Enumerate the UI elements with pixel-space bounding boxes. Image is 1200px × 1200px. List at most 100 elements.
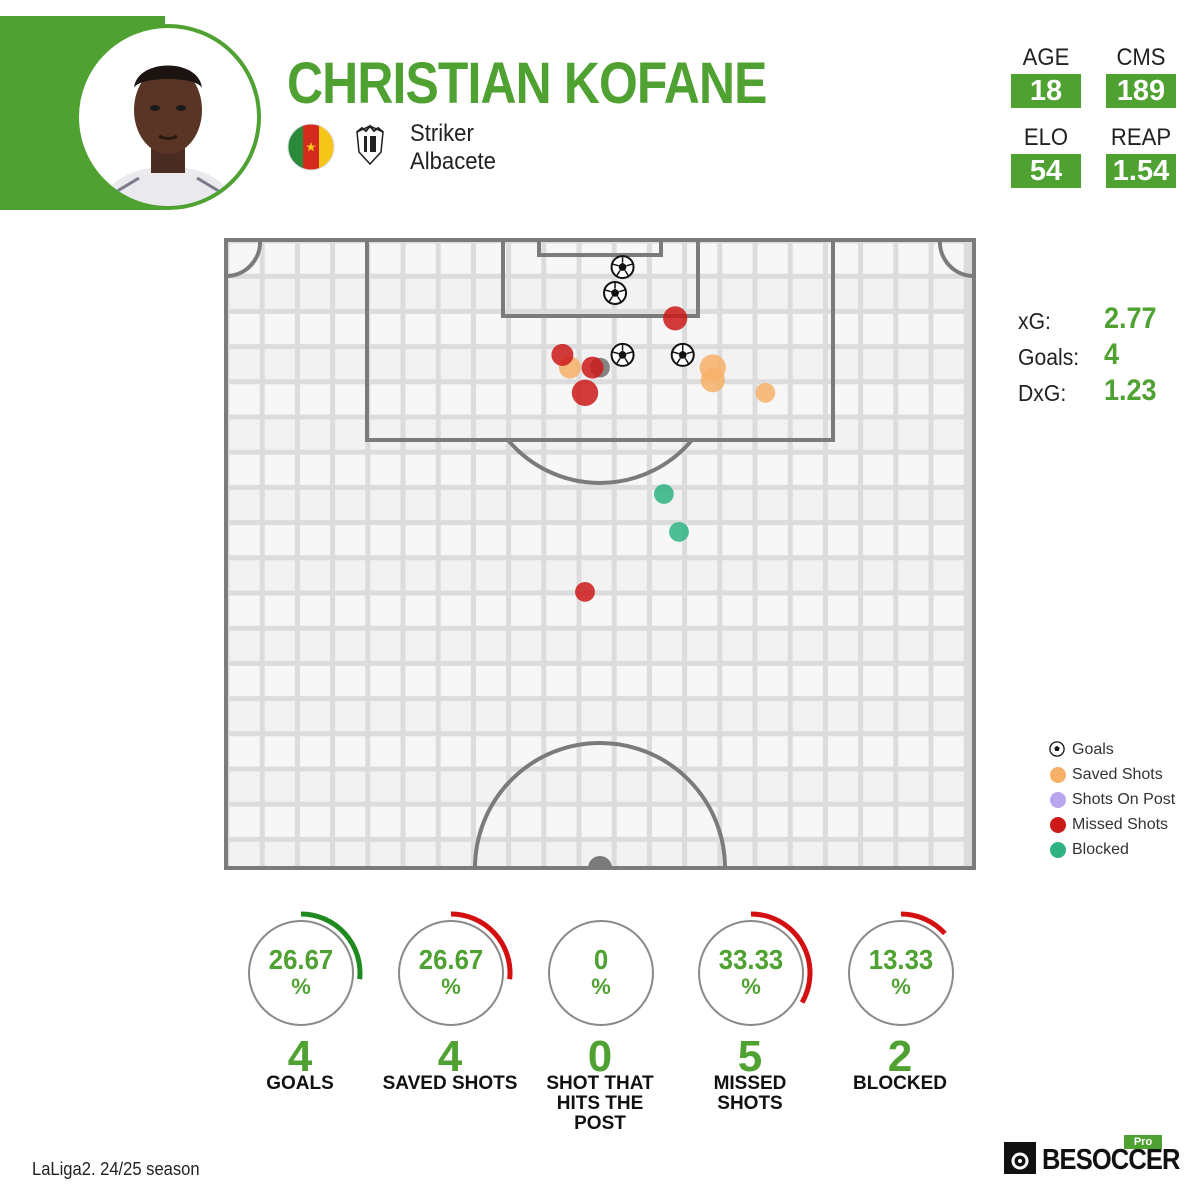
pitch-grid-cell: [933, 595, 964, 626]
pitch-grid-cell: [757, 560, 788, 591]
pitch-grid-cell: [581, 243, 612, 274]
center-circle: [473, 741, 727, 869]
pitch-grid-cell: [229, 419, 260, 450]
pitch-grid-cell: [898, 313, 929, 345]
pitch-grid-cell: [475, 665, 507, 697]
pitch-grid-cell: [335, 278, 366, 309]
shot-blocked: [654, 484, 674, 504]
pitch-grid-cell: [863, 560, 894, 591]
pitch-grid-cell: [370, 701, 401, 732]
pitch-grid-cell: [722, 384, 753, 415]
brand-name: BESOCCER: [1042, 1144, 1180, 1176]
pitch-grid-cell: [792, 349, 823, 380]
pitch-grid-cell: [792, 665, 823, 697]
pitch-grid-cell: [898, 630, 929, 661]
stat-reap: REAP 1.54: [1106, 124, 1176, 188]
pitch-grid-cell: [898, 841, 929, 873]
pitch-grid-cell: [898, 665, 929, 697]
pitch-grid-cell: [299, 525, 331, 556]
outcome-percent: 33.33: [718, 944, 784, 975]
outcome-card: 33.33% 5 MISSED SHOTS: [655, 910, 845, 1140]
pitch-grid-cell: [264, 701, 295, 732]
pitch-grid-cell: [933, 560, 964, 591]
shot-missed: [581, 356, 604, 379]
pitch-grid-cell: [687, 278, 718, 309]
pitch-grid-cell: [264, 278, 295, 309]
pitch-grid-cell: [827, 841, 859, 873]
pitch-grid-cell: [863, 454, 894, 485]
pitch-grid-cell: [229, 349, 260, 380]
pitch-grid-cell: [722, 419, 753, 450]
pitch-grid-cell: [722, 454, 753, 485]
pitch-grid-cell: [229, 736, 260, 767]
pitch-grid-cell: [757, 525, 788, 556]
stat-value: 189: [1106, 74, 1176, 108]
pitch-grid-cell: [299, 349, 331, 380]
pitch-grid-cell: [651, 243, 683, 274]
pitch-grid-cell: [898, 806, 929, 837]
pitch-grid-cell: [546, 489, 577, 521]
stat-label: AGE: [1022, 44, 1070, 71]
pitch-grid-cell: [370, 665, 401, 697]
outcome-percent-sign: %: [291, 974, 311, 999]
pitch-grid-cell: [792, 630, 823, 661]
legend-label: Blocked: [1072, 841, 1129, 858]
pitch-grid-cell: [687, 560, 718, 591]
pitch-grid-cell: [264, 841, 295, 873]
pitch-grid-cell: [616, 665, 647, 697]
pitch-grid-cell: [687, 595, 718, 626]
pitch-grid-cell: [687, 243, 718, 274]
pitch-grid-cell: [616, 560, 647, 591]
pitch-grid-cell: [722, 701, 753, 732]
legend-label: Saved Shots: [1072, 766, 1163, 783]
pitch-grid-cell: [440, 665, 471, 697]
pitch-grid-cell: [792, 560, 823, 591]
pitch-grid-cell: [792, 806, 823, 837]
pitch-grid-cell: [616, 701, 647, 732]
pitch-grid-cell: [616, 419, 647, 450]
pitch-grid-cell: [405, 665, 436, 697]
outcome-card: 26.67% 4 GOALS: [205, 910, 395, 1140]
pitch-grid-cell: [299, 454, 331, 485]
pitch-grid-cell: [229, 771, 260, 802]
xg-row: xG: 2.77: [1018, 300, 1188, 336]
pitch-grid-cell: [264, 736, 295, 767]
pitch-grid-cell: [722, 630, 753, 661]
pitch-grid-cell: [863, 349, 894, 380]
pitch-grid-cell: [229, 384, 260, 415]
pitch-grid-cell: [757, 701, 788, 732]
pitch-grid-cell: [405, 419, 436, 450]
pitch-grid-cell: [581, 454, 612, 485]
pitch-grid-cell: [335, 630, 366, 661]
player-photo: [75, 24, 261, 210]
pitch-grid-cell: [933, 736, 964, 767]
pitch-grid-cell: [229, 313, 260, 345]
pitch-grid-cell: [898, 454, 929, 485]
pitch-grid-cell: [792, 278, 823, 309]
pitch-grid-cell: [440, 278, 471, 309]
pitch-grid-cell: [511, 560, 542, 591]
pitch-grid-cell: [405, 313, 436, 345]
pitch-grid-cell: [264, 384, 295, 415]
pitch-grid-cell: [546, 806, 577, 837]
pitch-grid-cell: [299, 665, 331, 697]
pitch-grid-cell: [581, 806, 612, 837]
pitch-grid-cell: [299, 595, 331, 626]
pitch-grid-cell: [616, 313, 647, 345]
outcome-circle: [398, 920, 504, 1026]
pitch-grid-cell: [264, 560, 295, 591]
pitch-grid-cell: [933, 384, 964, 415]
pitch-grid-cell: [335, 349, 366, 380]
pitch-grid-cell: [827, 595, 859, 626]
pitch-grid-cell: [687, 454, 718, 485]
brand-pro-badge: Pro: [1124, 1135, 1162, 1149]
pitch-grid-cell: [405, 525, 436, 556]
pitch-grid-cell: [722, 313, 753, 345]
center-spot: [587, 856, 613, 870]
pitch-grid-cell: [370, 419, 401, 450]
post-dot-icon: [1050, 792, 1066, 808]
pitch-grid-cell: [511, 701, 542, 732]
pitch-grid-cell: [440, 384, 471, 415]
outcome-arc: [900, 911, 947, 936]
outcome-percent-sign: %: [441, 974, 461, 999]
